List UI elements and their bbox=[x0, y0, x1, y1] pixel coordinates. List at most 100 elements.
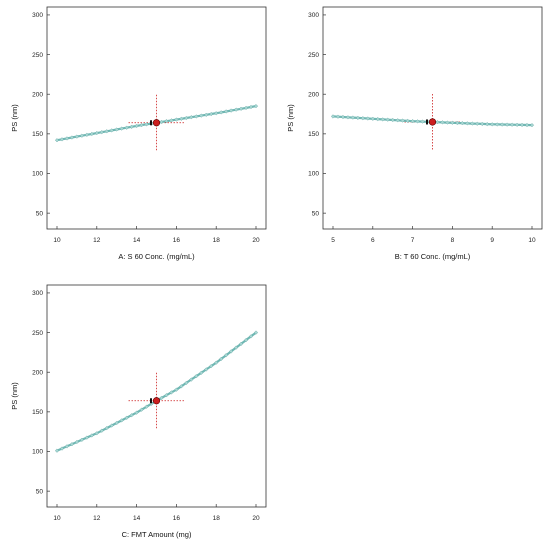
panel-1-series-point bbox=[243, 105, 249, 110]
panel-1-series-point bbox=[234, 107, 239, 112]
panel-1-series-point bbox=[224, 109, 229, 114]
panel-1-x-axis-label: A: S 60 Conc. (mg/mL) bbox=[118, 252, 195, 261]
panel-3-series-point bbox=[94, 431, 99, 436]
panel-1-series-point bbox=[189, 115, 194, 120]
panel-1-series-point bbox=[134, 123, 139, 129]
panel-3-series-point bbox=[209, 363, 214, 369]
panel-3-xtick-label: 20 bbox=[252, 515, 260, 522]
panel-3-series-point bbox=[169, 390, 174, 395]
panel-2-ytick-label: 150 bbox=[308, 131, 319, 138]
panel-2-series-point bbox=[524, 122, 530, 128]
panel-1-series-point bbox=[164, 119, 169, 124]
panel-2-series-point bbox=[375, 117, 380, 122]
panel-2-series-point bbox=[514, 122, 520, 127]
panel-2-series-point bbox=[450, 120, 455, 125]
panel-2-series-point bbox=[485, 122, 490, 127]
panel-2-series-point bbox=[445, 120, 450, 125]
panel-1-frame bbox=[46, 6, 267, 230]
panel-3-frame bbox=[46, 284, 267, 508]
panel-2-series-point bbox=[510, 122, 515, 127]
panel-3-series-point bbox=[59, 446, 65, 451]
panel-3-series-point bbox=[174, 387, 179, 392]
panel-2-series-point bbox=[435, 120, 440, 125]
panel-1-series-point bbox=[124, 125, 129, 130]
panel-1-series-point bbox=[114, 127, 119, 132]
panel-3-series-point bbox=[84, 435, 89, 440]
panel-3-series-point bbox=[219, 356, 224, 362]
panel-2-series-point bbox=[480, 121, 485, 127]
panel-3-series-point bbox=[119, 418, 124, 423]
panel-1-series-point bbox=[253, 104, 259, 109]
panel-2-y-axis-label: PS (nm) bbox=[286, 104, 295, 132]
panel-3-series-point bbox=[214, 360, 219, 365]
panel-3-series-point bbox=[54, 448, 60, 453]
panel-3-series-point bbox=[179, 384, 184, 389]
panel-2-series-point bbox=[330, 114, 336, 119]
panel-2-ytick-label: 100 bbox=[308, 171, 319, 178]
panel-1-series-point bbox=[174, 117, 179, 122]
panel-1-design-point bbox=[152, 119, 161, 127]
panel-3-x-axis-label: C: FMT Amount (mg) bbox=[122, 530, 192, 539]
panel-3-series-point bbox=[189, 377, 194, 382]
panel-1-series-point bbox=[144, 122, 149, 127]
panel-1-series-point bbox=[219, 110, 224, 115]
panel-3-series-point bbox=[204, 367, 209, 372]
panel-3-ytick-label: 200 bbox=[32, 369, 43, 376]
panel-2-series-point bbox=[500, 122, 505, 127]
panel-2-series-point bbox=[470, 121, 475, 126]
panel-2-series-point bbox=[460, 121, 465, 126]
panel-2-series-point bbox=[505, 122, 510, 127]
panel-3-ytick-label: 100 bbox=[32, 449, 43, 456]
panel-3-ytick-label: 300 bbox=[32, 290, 43, 297]
panel-2-series-point bbox=[495, 122, 500, 127]
panel-2-series-point bbox=[395, 118, 400, 123]
panel-3-series-point bbox=[243, 338, 249, 343]
panel-2-series-point bbox=[350, 115, 355, 120]
panel-3-series-point bbox=[104, 426, 109, 431]
panel-3-series-point bbox=[79, 437, 84, 442]
panel-2-design-point-mark bbox=[426, 119, 428, 125]
panel-2-series-point bbox=[519, 122, 525, 128]
panel-1-series-point bbox=[74, 134, 79, 139]
panel-3-xtick-label: 14 bbox=[133, 515, 141, 522]
panel-1-series-point bbox=[214, 111, 219, 116]
panel-2-series-point bbox=[490, 122, 495, 127]
panel-1-series-point bbox=[169, 118, 174, 123]
panel-3-series-point bbox=[234, 345, 239, 350]
panel-3-series-point bbox=[139, 407, 144, 412]
panel-1-ytick-label: 150 bbox=[32, 131, 43, 138]
panel-2-series-point bbox=[420, 119, 425, 124]
panel-1-xtick-label: 12 bbox=[93, 237, 101, 244]
panel-3-y-axis-label: PS (nm) bbox=[10, 382, 19, 410]
panel-3-ytick-label: 150 bbox=[32, 409, 43, 416]
panel-2-series-point bbox=[355, 115, 360, 120]
panel-2-xtick-label: 5 bbox=[331, 237, 335, 244]
panel-2-xtick-label: 9 bbox=[490, 237, 494, 244]
panel-1-series-point bbox=[159, 119, 164, 125]
panel-3-series-point bbox=[74, 439, 79, 445]
panel-3-design-point bbox=[152, 397, 161, 405]
panel-2-xtick-label: 8 bbox=[451, 237, 455, 244]
panel-1-series-point bbox=[99, 130, 104, 135]
panel-3-series-point bbox=[194, 374, 199, 379]
panel-1-series-point bbox=[238, 106, 244, 111]
panel-1-ytick-label: 200 bbox=[32, 91, 43, 98]
panel-2-series-point bbox=[335, 114, 341, 119]
panel-2-ytick-label: 250 bbox=[308, 52, 319, 59]
panel-1-series-point bbox=[194, 114, 199, 119]
panel-2-frame bbox=[322, 6, 543, 230]
panel-1-series-point bbox=[139, 123, 144, 128]
panel-1-xtick-label: 18 bbox=[213, 237, 221, 244]
panel-2-ytick-label: 200 bbox=[308, 91, 319, 98]
panel-3-xtick-label: 18 bbox=[213, 515, 221, 522]
panel-3-series-point bbox=[124, 415, 129, 420]
panel-3-series-point bbox=[159, 395, 164, 401]
panel-2-xtick-label: 7 bbox=[411, 237, 415, 244]
panel-3-series-point bbox=[184, 380, 189, 386]
panel-2-series-point bbox=[415, 119, 420, 124]
panel-3-series-point bbox=[114, 420, 119, 426]
panel-2-series-point bbox=[385, 117, 390, 122]
panel-3-series-point bbox=[224, 353, 229, 358]
panel-1-series-point bbox=[129, 124, 134, 129]
